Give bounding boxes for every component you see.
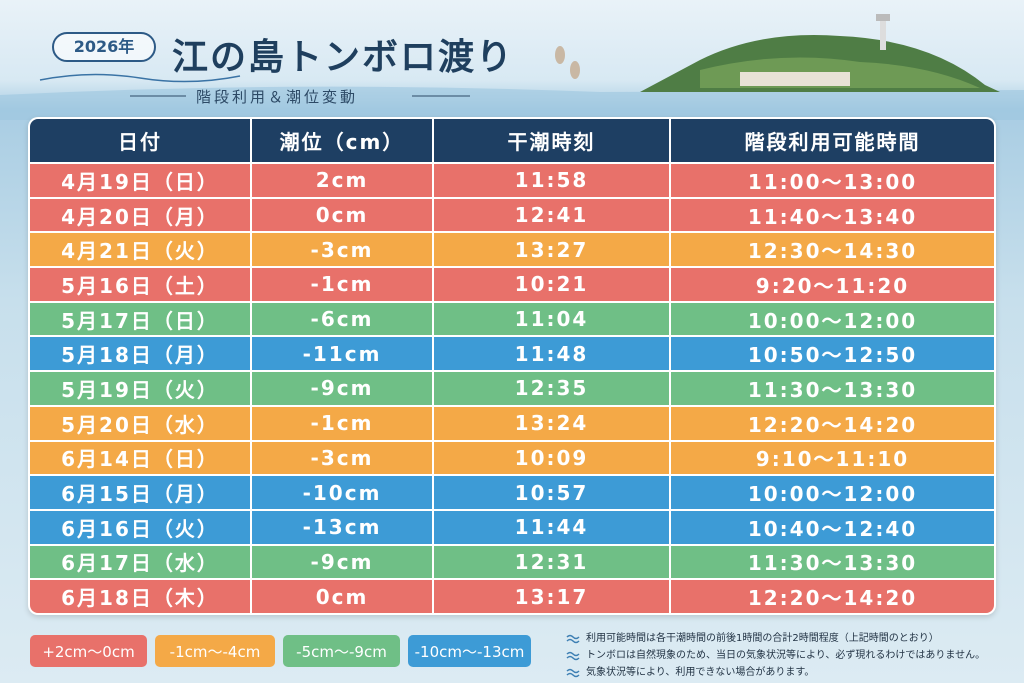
table-cell: 11:30〜13:30: [671, 372, 994, 405]
table-cell: 5月20日（水）: [30, 406, 250, 440]
table-cell: 12:31: [434, 545, 669, 579]
table-cell: -9cm: [252, 545, 432, 579]
table-cell: 11:48: [434, 337, 669, 371]
table-cell: 5月17日（日）: [30, 302, 250, 336]
note: 気象状況等により、利用できない場合があります。: [566, 664, 985, 681]
table-cell: 12:41: [434, 198, 669, 232]
table-cell: 12:35: [434, 372, 669, 405]
table-cell: 5月19日（火）: [30, 372, 250, 405]
table-cell: -1cm: [252, 406, 432, 440]
table-cell: 11:44: [434, 510, 669, 544]
column-header: 干潮時刻: [434, 119, 669, 162]
table-cell: 10:09: [434, 441, 669, 475]
year-badge: 2026年: [52, 32, 156, 62]
table-cell: 12:20〜14:20: [671, 406, 994, 440]
legend-item: -5cm〜-9cm: [283, 635, 400, 667]
legend-item: -10cm〜-13cm: [408, 635, 531, 667]
table-cell: -9cm: [252, 372, 432, 405]
table-cell: 5月18日（月）: [30, 337, 250, 371]
table-cell: 12:20〜14:20: [671, 580, 994, 613]
note: 利用可能時間は各干潮時間の前後1時間の合計2時間程度（上記時間のとおり）: [566, 630, 985, 647]
table-cell: 4月19日（日）: [30, 164, 250, 197]
table-cell: 11:30〜13:30: [671, 545, 994, 579]
table-cell: 13:17: [434, 580, 669, 613]
table-cell: 11:00〜13:00: [671, 164, 994, 197]
table-cell: 6月18日（木）: [30, 580, 250, 613]
table-cell: 6月17日（水）: [30, 545, 250, 579]
wave-icon: [566, 634, 580, 643]
wave-icon: [566, 668, 580, 677]
table-cell: 10:00〜12:00: [671, 476, 994, 509]
note-text: 利用可能時間は各干潮時間の前後1時間の合計2時間程度（上記時間のとおり）: [586, 633, 939, 644]
title: 江の島トンボロ渡り: [172, 37, 515, 78]
note: トンボロは自然現象のため、当日の気象状況等により、必ず現れるわけではありません。: [566, 647, 985, 664]
table-cell: 9:20〜11:20: [671, 268, 994, 301]
column-header: 日付: [30, 119, 250, 162]
table-cell: 4月20日（月）: [30, 198, 250, 232]
table-cell: -3cm: [252, 441, 432, 475]
table-cell: 6月14日（日）: [30, 441, 250, 475]
table-cell: 13:24: [434, 406, 669, 440]
table-cell: 0cm: [252, 198, 432, 232]
column-header: 潮位（cm）: [252, 119, 432, 162]
legend-item: +2cm〜0cm: [30, 635, 147, 667]
table-cell: 0cm: [252, 580, 432, 613]
table-cell: -11cm: [252, 337, 432, 371]
table-cell: -1cm: [252, 268, 432, 301]
note-text: 気象状況等により、利用できない場合があります。: [586, 667, 815, 678]
table-cell: 13:27: [434, 233, 669, 267]
table-cell: 10:00〜12:00: [671, 302, 994, 336]
table-cell: 6月15日（月）: [30, 476, 250, 509]
schedule-table: 日付 潮位（cm） 干潮時刻 階段利用可能時間 4月19日（日） 2cm 11:58 11:0…: [28, 117, 996, 615]
table-cell: -6cm: [252, 302, 432, 336]
table-cell: 4月21日（火）: [30, 233, 250, 267]
table-cell: 11:58: [434, 164, 669, 197]
table-cell: 12:30〜14:30: [671, 233, 994, 267]
table-cell: 10:57: [434, 476, 669, 509]
table-cell: -3cm: [252, 233, 432, 267]
table-cell: 5月16日（土）: [30, 268, 250, 301]
table-cell: 10:40〜12:40: [671, 510, 994, 544]
notes: 利用可能時間は各干潮時間の前後1時間の合計2時間程度（上記時間のとおり） トンボロ…: [566, 630, 985, 681]
table-cell: 6月16日（火）: [30, 510, 250, 544]
subtitle: 階段利用＆潮位変動: [196, 88, 359, 106]
table-cell: 2cm: [252, 164, 432, 197]
table-cell: 11:40〜13:40: [671, 198, 994, 232]
table-cell: 11:04: [434, 302, 669, 336]
table-cell: -13cm: [252, 510, 432, 544]
column-header: 階段利用可能時間: [671, 119, 994, 162]
wave-icon: [566, 651, 580, 660]
table-cell: -10cm: [252, 476, 432, 509]
table-cell: 10:21: [434, 268, 669, 301]
note-text: トンボロは自然現象のため、当日の気象状況等により、必ず現れるわけではありません。: [586, 650, 986, 661]
table-cell: 10:50〜12:50: [671, 337, 994, 371]
legend-item: -1cm〜-4cm: [155, 635, 275, 667]
table-cell: 9:10〜11:10: [671, 441, 994, 475]
